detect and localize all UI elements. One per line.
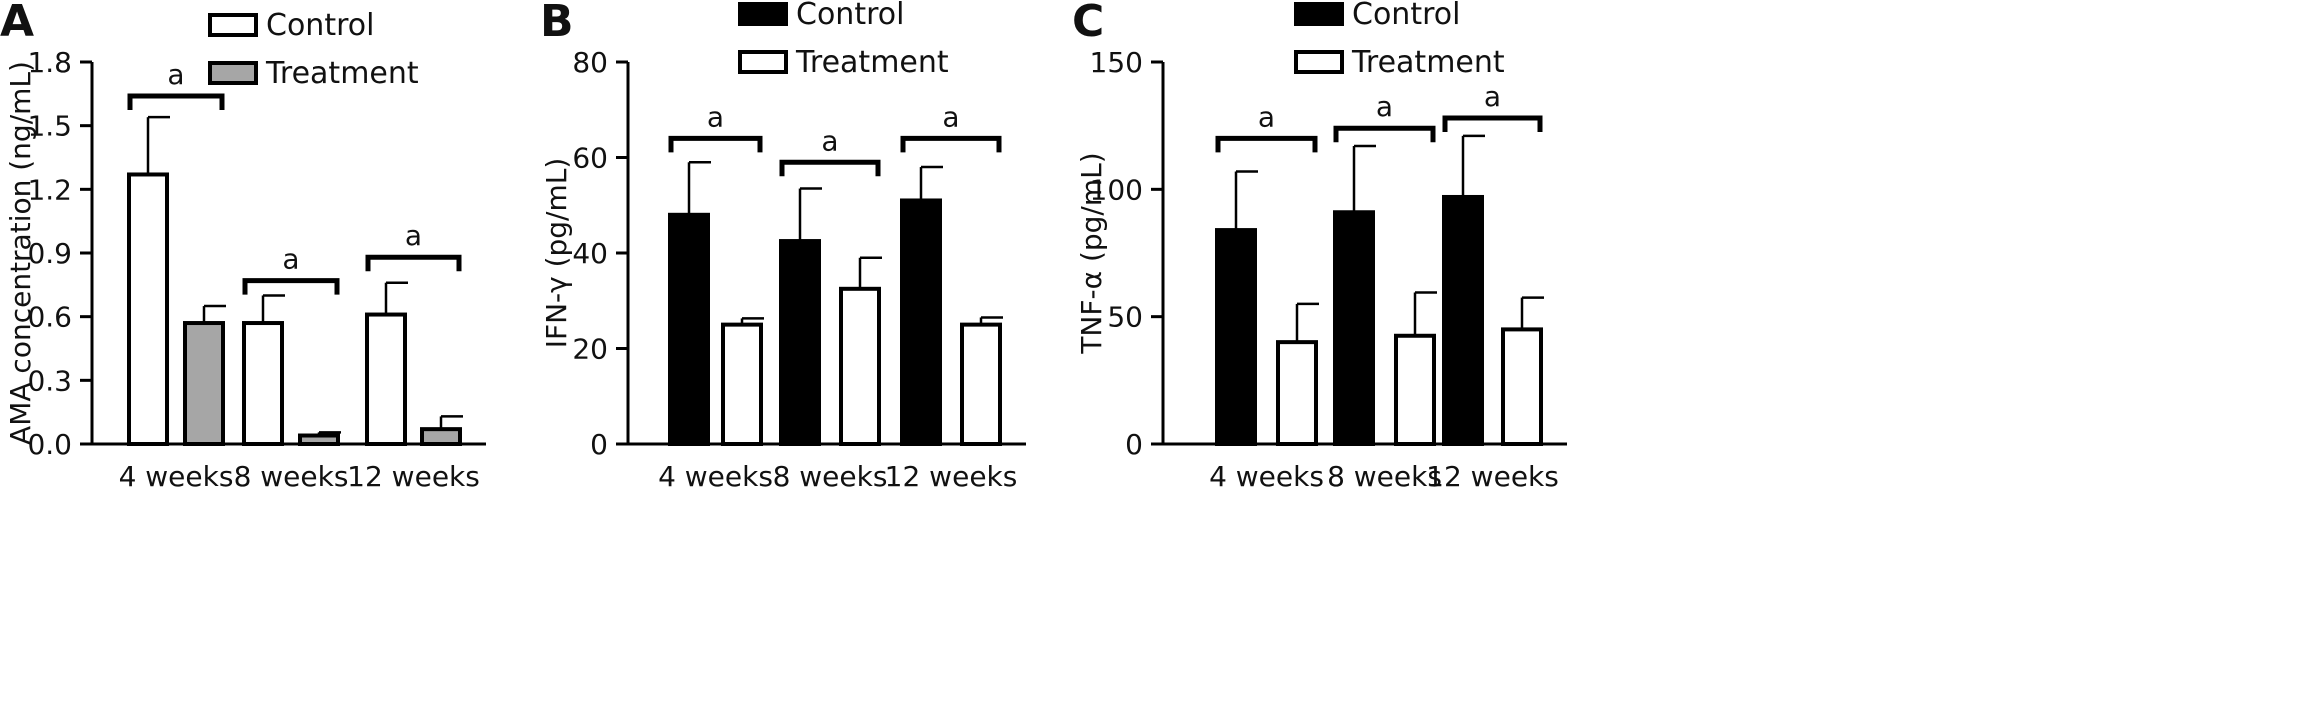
panel-b-category-label: 8 weeks [773, 460, 888, 493]
panel-b-significance-bracket [779, 159, 881, 177]
panel-b-significance-label: a [707, 100, 724, 133]
panel-b-y-axis-label: IFN-γ (pg/mL) [540, 158, 573, 349]
panel-c-bar [1501, 327, 1543, 446]
panel-c-category-label: 4 weeks [1209, 460, 1324, 493]
panel-c-legend-swatch [1294, 2, 1344, 26]
panel-c-y-tick-label: 50 [1107, 301, 1143, 334]
panel-a-bar [420, 427, 462, 446]
panel-b-category-label: 12 weeks [885, 460, 1018, 493]
panel-b-bar [779, 239, 821, 446]
panel-b-bar [900, 198, 942, 446]
panel-c-significance-bracket [1442, 115, 1543, 133]
panel-a-significance-label: a [282, 243, 299, 276]
panel-c-y-tick-label: 150 [1090, 46, 1143, 79]
panel-a-bar [365, 312, 407, 446]
panel-b-significance-bracket [668, 135, 763, 153]
panel-a-y-tick-label: 0.9 [27, 237, 72, 270]
panel-a-y-tick-label: 0.6 [27, 301, 72, 334]
panel-b-bar [960, 322, 1002, 446]
panel-c-category-label: 12 weeks [1426, 460, 1559, 493]
panel-a-y-tick-label: 0.0 [27, 428, 72, 461]
panel-c-letter: C [1072, 0, 1104, 47]
panel-a-bar [298, 433, 340, 446]
panel-a-legend-swatch [208, 61, 258, 85]
panel-c-significance-bracket [1333, 125, 1436, 143]
panel-c-bar [1215, 228, 1257, 446]
panel-b-category-label: 4 weeks [658, 460, 773, 493]
panel-a-y-tick-label: 0.3 [27, 364, 72, 397]
panel-b-legend-swatch [738, 50, 788, 74]
panel-b-bar [668, 212, 710, 446]
panel-a-y-tick-label: 1.5 [27, 110, 72, 143]
panel-a-significance-label: a [167, 58, 184, 91]
panel-a-y-axis-label: AMA concentration (ng/mL) [4, 61, 37, 445]
panel-b-bar [721, 322, 763, 446]
panel-a-significance-bracket [365, 254, 462, 272]
panel-a-significance-label: a [405, 219, 422, 252]
panel-a-significance-bracket [127, 93, 225, 110]
panel-c-bar [1276, 340, 1318, 446]
panel-a-significance-bracket [242, 278, 340, 295]
panel-a-letter: A [0, 0, 34, 47]
panel-a-legend-label: Treatment [265, 56, 419, 91]
panel-c-y-tick-label: 100 [1090, 173, 1143, 206]
panel-a-category-label: 12 weeks [347, 460, 480, 493]
panel-c-y-tick-label: 0 [1125, 428, 1143, 461]
panel-b-legend-label: Treatment [795, 45, 949, 80]
panel-b-y-tick-label: 0 [590, 428, 608, 461]
panel-c-bar [1394, 333, 1436, 446]
panel-b-y-tick-label: 40 [572, 237, 608, 270]
panel-b-significance-label: a [821, 124, 838, 157]
panel-a-y-tick-label: 1.8 [27, 46, 72, 79]
panel-c-bar [1333, 210, 1375, 446]
panel-b-significance-label: a [942, 100, 959, 133]
panel-c-significance-bracket [1215, 135, 1318, 153]
panel-c-significance-label: a [1258, 100, 1275, 133]
panel-b-legend-swatch [738, 2, 788, 26]
panel-c-legend-label: Treatment [1351, 45, 1505, 80]
panel-a-bar [183, 321, 225, 446]
panel-a-y-tick-label: 1.2 [27, 173, 72, 206]
panel-b-significance-bracket [900, 135, 1002, 153]
panel-c-significance-label: a [1376, 90, 1393, 123]
panel-c-legend-swatch [1294, 50, 1344, 74]
panel-b-legend-label: Control [796, 0, 904, 32]
panel-a-bar [127, 172, 169, 446]
panel-a-legend-swatch [208, 13, 258, 37]
panel-a-category-label: 4 weeks [119, 460, 234, 493]
panel-c-category-label: 8 weeks [1327, 460, 1442, 493]
panel-b-letter: B [540, 0, 574, 47]
panel-c-significance-label: a [1484, 80, 1501, 113]
panel-b-y-tick-label: 20 [572, 333, 608, 366]
panel-a-legend-label: Control [266, 8, 374, 43]
panel-c-y-axis-label: TNF-α (pg/mL) [1075, 152, 1108, 354]
panel-a-bar [242, 321, 284, 446]
panel-a-category-label: 8 weeks [234, 460, 349, 493]
panel-c-bar [1442, 194, 1484, 446]
panel-b-bar [839, 286, 881, 446]
panel-c-legend-label: Control [1352, 0, 1460, 32]
panel-b-y-tick-label: 80 [572, 46, 608, 79]
panel-b-y-tick-label: 60 [572, 142, 608, 175]
